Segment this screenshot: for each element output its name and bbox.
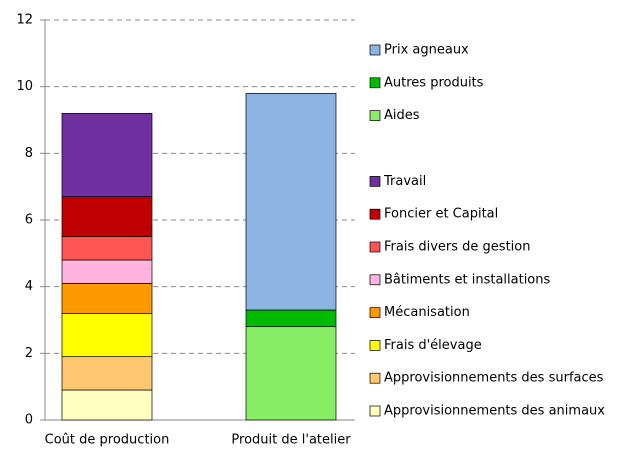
x-tick-label: Produit de l'atelier xyxy=(231,433,351,448)
legend-label: Foncier et Capital xyxy=(384,207,498,222)
legend-label: Mécanisation xyxy=(384,305,470,320)
bar-segment xyxy=(245,309,337,328)
legend-swatch xyxy=(369,241,381,253)
legend-label: Autres produits xyxy=(384,75,484,90)
legend-swatch xyxy=(369,372,381,384)
legend-label: Approvisionnements des surfaces xyxy=(384,371,604,386)
legend-swatch xyxy=(369,77,381,89)
y-tick-label: 0 xyxy=(25,413,33,428)
y-tick-label: 12 xyxy=(16,13,33,28)
bar-segment xyxy=(245,92,337,311)
bar-segment xyxy=(61,259,153,284)
legend-swatch xyxy=(369,110,381,121)
legend-label: Bâtiments et installations xyxy=(384,272,551,287)
legend-label: Frais d'élevage xyxy=(384,338,482,353)
legend-swatch xyxy=(369,44,381,56)
y-tick-label: 8 xyxy=(25,146,33,161)
bar-segment xyxy=(61,112,153,198)
legend-swatch xyxy=(369,176,381,187)
bar-segment xyxy=(61,389,153,421)
bar-segment xyxy=(61,282,153,314)
bar-segment xyxy=(61,312,153,358)
legend-label: Aides xyxy=(384,108,420,123)
legend-label: Frais divers de gestion xyxy=(384,240,530,255)
bar-segment xyxy=(61,196,153,238)
legend-swatch xyxy=(369,274,381,286)
legend-label: Approvisionnements des animaux xyxy=(384,404,605,419)
bar-segment xyxy=(61,356,153,391)
legend-swatch xyxy=(369,208,381,220)
legend-label: Travail xyxy=(383,174,426,189)
y-tick-label: 4 xyxy=(25,279,33,294)
x-tick-label: Coût de production xyxy=(45,433,170,448)
legend-swatch xyxy=(369,307,381,318)
legend-label: Prix agneaux xyxy=(384,43,469,58)
y-tick-label: 6 xyxy=(25,213,33,228)
bar-segment xyxy=(61,236,153,261)
bar-segment xyxy=(245,326,337,421)
y-tick-label: 10 xyxy=(16,79,33,94)
legend-swatch xyxy=(369,405,381,417)
legend-swatch xyxy=(369,340,381,351)
y-tick-label: 2 xyxy=(25,346,33,361)
